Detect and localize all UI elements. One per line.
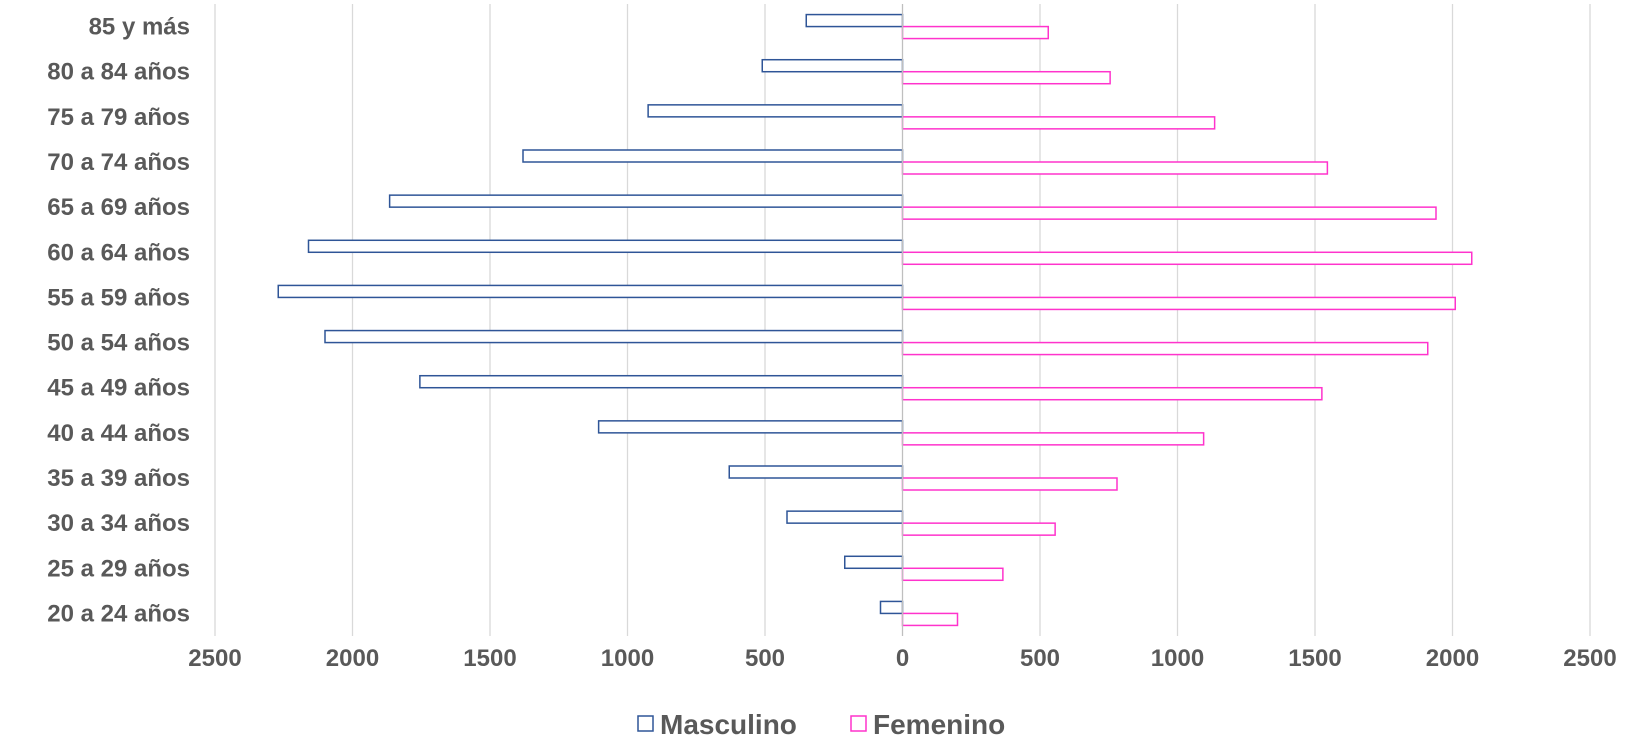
bar-femenino-11 — [901, 522, 1056, 536]
bar-masculino-0 — [805, 13, 904, 28]
bar-masculino-13 — [879, 600, 904, 615]
gridlines — [214, 4, 1591, 636]
legend-swatch-masculino — [637, 715, 654, 732]
category-label-4: 65 a 69 años — [47, 194, 190, 221]
x-tick-label-10: 2500 — [1563, 645, 1616, 672]
category-label-9: 40 a 44 años — [47, 420, 190, 447]
legend-label-femenino: Femenino — [873, 709, 1005, 740]
bar-masculino-3 — [522, 149, 904, 163]
category-label-6: 55 a 59 años — [47, 284, 190, 311]
category-label-3: 70 a 74 años — [47, 149, 190, 176]
bar-femenino-13 — [901, 612, 959, 627]
category-label-10: 35 a 39 años — [47, 465, 190, 492]
bar-femenino-0 — [901, 25, 1049, 40]
x-tick-labels: 2500 2000 1500 1000 500 0 500 1000 1500 2000 2500 — [188, 645, 1616, 672]
bar-femenino-3 — [901, 161, 1329, 175]
bar-masculino-1 — [761, 58, 904, 73]
category-label-7: 50 a 54 años — [47, 330, 190, 357]
x-tick-label-0: 2500 — [188, 645, 241, 672]
bar-femenino-12 — [901, 567, 1004, 582]
category-label-5: 60 a 64 años — [47, 239, 190, 266]
bar-masculino-5 — [307, 239, 904, 254]
bar-femenino-10 — [901, 477, 1118, 491]
bar-femenino-9 — [901, 432, 1205, 446]
bar-masculino-4 — [388, 194, 904, 208]
x-tick-label-7: 1000 — [1151, 645, 1204, 672]
category-label-13: 20 a 24 años — [47, 600, 190, 627]
bar-masculino-10 — [728, 465, 904, 479]
x-tick-label-6: 500 — [1020, 645, 1060, 672]
bars — [277, 4, 1473, 636]
category-label-0: 85 y más — [89, 14, 190, 41]
x-tick-label-8: 1500 — [1288, 645, 1341, 672]
legend: Masculino Femenino — [637, 709, 1005, 740]
bar-femenino-8 — [901, 386, 1323, 401]
bar-masculino-2 — [647, 104, 904, 118]
bar-femenino-6 — [901, 296, 1456, 311]
category-label-12: 25 a 29 años — [47, 555, 190, 582]
bar-femenino-1 — [901, 70, 1111, 85]
bar-femenino-4 — [901, 206, 1437, 220]
category-label-2: 75 a 79 años — [47, 104, 190, 131]
bar-femenino-2 — [901, 116, 1216, 130]
legend-swatch-femenino — [850, 715, 867, 732]
bar-femenino-7 — [901, 341, 1429, 356]
bar-femenino-5 — [901, 251, 1473, 266]
bar-masculino-6 — [277, 284, 904, 299]
x-tick-label-9: 2000 — [1426, 645, 1479, 672]
x-tick-label-1: 2000 — [326, 645, 379, 672]
x-tick-label-2: 1500 — [463, 645, 516, 672]
bar-masculino-11 — [786, 510, 904, 524]
category-label-8: 45 a 49 años — [47, 375, 190, 402]
bar-masculino-12 — [844, 555, 904, 570]
x-tick-label-4: 500 — [745, 645, 785, 672]
category-labels: 85 y más 80 a 84 años 75 a 79 años 70 a 74 … — [47, 14, 190, 628]
category-label-1: 80 a 84 años — [47, 59, 190, 86]
bar-masculino-8 — [419, 374, 904, 389]
x-tick-label-3: 1000 — [601, 645, 654, 672]
category-label-11: 30 a 34 años — [47, 510, 190, 537]
bar-masculino-9 — [597, 420, 904, 434]
bar-masculino-7 — [324, 329, 904, 344]
x-tick-label-5: 0 — [896, 645, 909, 672]
legend-label-masculino: Masculino — [660, 709, 797, 740]
